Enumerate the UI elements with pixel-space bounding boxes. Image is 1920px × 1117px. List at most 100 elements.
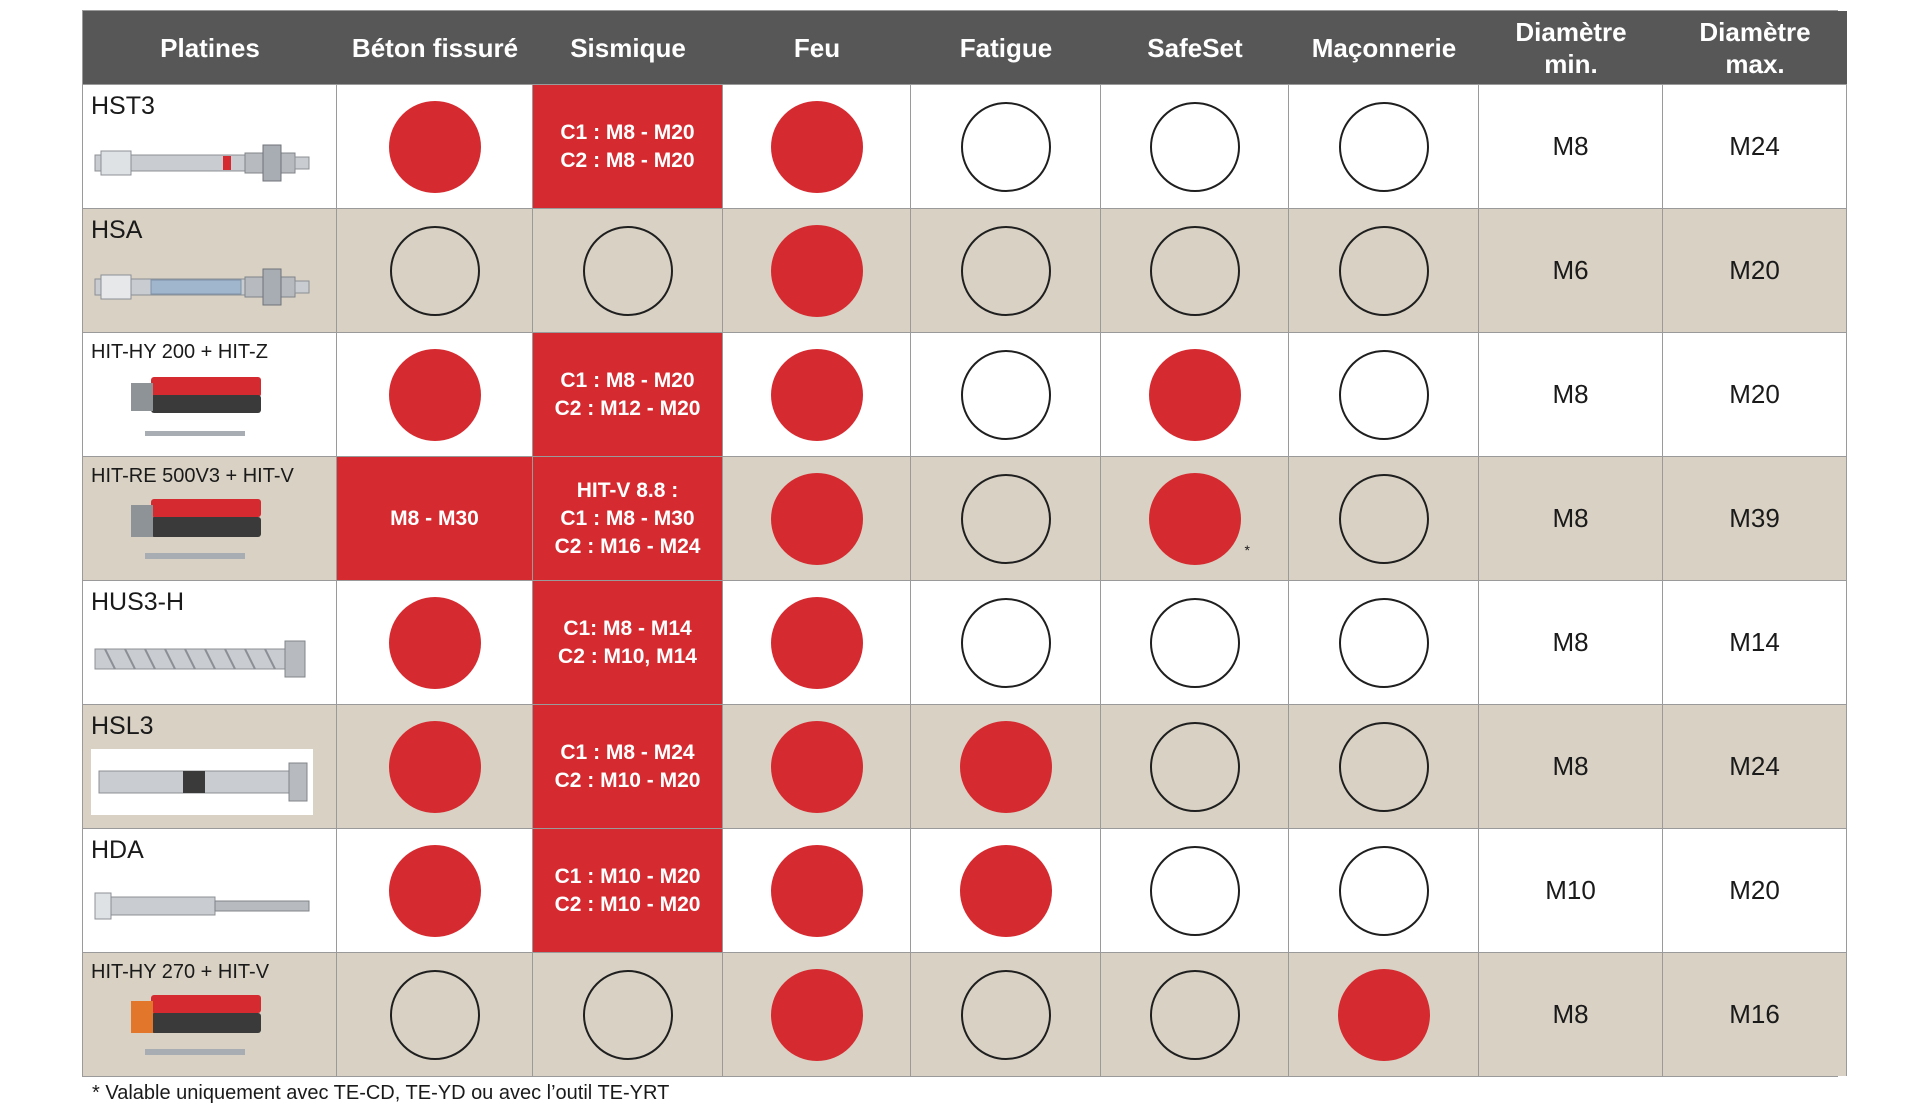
diametre-max-value: M20	[1729, 379, 1780, 409]
diametre-max-value: M20	[1729, 875, 1780, 905]
sismique-value: C1 : M8 - M24 C2 : M10 - M20	[554, 740, 701, 792]
sismique-value: HIT-V 8.8 : C1 : M8 - M30 C2 : M16 - M24	[554, 478, 701, 558]
filled-circle-icon	[388, 596, 481, 689]
empty-circle-icon	[582, 969, 673, 1060]
empty-circle-icon	[1338, 721, 1429, 812]
empty-circle-icon	[1149, 969, 1240, 1060]
empty-circle-icon	[960, 969, 1051, 1060]
table-row: HSL3	[83, 704, 337, 828]
diametre-max-value: M24	[1729, 131, 1780, 161]
filled-circle-icon	[1148, 472, 1241, 565]
empty-circle-icon	[1149, 101, 1240, 192]
sismique-value: C1 : M10 - M20 C2 : M10 - M20	[554, 864, 701, 916]
diametre-min-value: M10	[1545, 875, 1596, 905]
filled-circle-icon	[388, 348, 481, 441]
footnote-marker: *	[1244, 542, 1250, 558]
filled-circle-icon	[388, 720, 481, 813]
diametre-min-value: M8	[1552, 379, 1589, 409]
header-diametre-min: Diamètre min.	[1479, 11, 1663, 84]
header-safeset: SafeSet	[1101, 11, 1289, 84]
adhesive-cartridge-image	[131, 499, 261, 559]
filled-circle-icon	[770, 100, 863, 193]
filled-circle-icon	[770, 596, 863, 689]
empty-circle-icon	[1338, 597, 1429, 688]
empty-circle-icon	[960, 349, 1051, 440]
filled-circle-icon	[959, 844, 1052, 937]
empty-circle-icon	[1149, 225, 1240, 316]
table-row: HSA	[83, 208, 337, 332]
diametre-min-value: M8	[1552, 751, 1589, 781]
header-feu: Feu	[723, 11, 911, 84]
diametre-min-value: M6	[1552, 255, 1589, 285]
empty-circle-icon	[1338, 225, 1429, 316]
empty-circle-icon	[1149, 721, 1240, 812]
diametre-max-value: M39	[1729, 503, 1780, 533]
filled-circle-icon	[388, 844, 481, 937]
header-maconnerie: Maçonnerie	[1289, 11, 1479, 84]
filled-circle-icon	[1148, 348, 1241, 441]
filled-circle-icon	[770, 472, 863, 565]
empty-circle-icon	[960, 597, 1051, 688]
diametre-max-value: M16	[1729, 999, 1780, 1029]
product-name: HIT-RE 500V3 + HIT-V	[91, 465, 294, 487]
diametre-min-value: M8	[1552, 999, 1589, 1029]
empty-circle-icon	[582, 225, 673, 316]
empty-circle-icon	[389, 969, 480, 1060]
stud-anchor-image	[94, 144, 310, 182]
product-name: HST3	[91, 92, 155, 120]
product-name: HSA	[91, 216, 143, 244]
product-name: HIT-HY 200 + HIT-Z	[91, 341, 268, 363]
diametre-max-value: M24	[1729, 751, 1780, 781]
empty-circle-icon	[960, 101, 1051, 192]
filled-circle-icon	[388, 100, 481, 193]
filled-circle-icon	[770, 844, 863, 937]
sismique-value: C1 : M8 - M20 C2 : M8 - M20	[560, 120, 695, 172]
empty-circle-icon	[1149, 845, 1240, 936]
empty-circle-icon	[1338, 473, 1429, 564]
table-row: HST3	[83, 84, 337, 208]
header-platines: Platines	[83, 11, 337, 84]
diametre-min-value: M8	[1552, 627, 1589, 657]
filled-circle-icon	[770, 224, 863, 317]
empty-circle-icon	[1149, 597, 1240, 688]
undercut-anchor-image	[94, 892, 310, 920]
product-name: HDA	[91, 836, 144, 864]
empty-circle-icon	[389, 225, 480, 316]
empty-circle-icon	[1338, 845, 1429, 936]
filled-circle-icon	[959, 720, 1052, 813]
table-row: HIT-RE 500V3 + HIT-V	[83, 456, 337, 580]
sismique-value: C1 : M8 - M20 C2 : M12 - M20	[554, 368, 701, 420]
empty-circle-icon	[960, 225, 1051, 316]
filled-circle-icon	[770, 968, 863, 1061]
screw-anchor-image	[94, 640, 306, 678]
filled-circle-icon	[770, 720, 863, 813]
beton-fissure-value: M8 - M30	[390, 506, 479, 530]
product-name: HSL3	[91, 712, 154, 740]
table-row: HUS3-H	[83, 580, 337, 704]
empty-circle-icon	[960, 473, 1051, 564]
table-row: HIT-HY 270 + HIT-V	[83, 952, 337, 1076]
diametre-max-value: M14	[1729, 627, 1780, 657]
header-fatigue: Fatigue	[911, 11, 1101, 84]
header-diametre-max: Diamètre max.	[1663, 11, 1847, 84]
filled-circle-icon	[1337, 968, 1430, 1061]
filled-circle-icon	[770, 348, 863, 441]
product-name: HIT-HY 270 + HIT-V	[91, 961, 270, 983]
header-sismique: Sismique	[533, 11, 723, 84]
adhesive-cartridge-image	[131, 995, 261, 1055]
table-row: HIT-HY 200 + HIT-Z	[83, 332, 337, 456]
product-comparison-table: Platines Béton fissuré Sismique Feu Fati…	[82, 10, 1847, 1077]
diametre-min-value: M8	[1552, 131, 1589, 161]
adhesive-cartridge-image	[131, 377, 261, 436]
table-row: HDA	[83, 828, 337, 952]
sismique-value: C1: M8 - M14 C2 : M10, M14	[558, 616, 697, 668]
stud-anchor-image	[94, 268, 310, 306]
product-name: HUS3-H	[91, 588, 185, 616]
footnote: * Valable uniquement avec TE-CD, TE-YD o…	[92, 1082, 670, 1104]
header-beton-fissure: Béton fissuré	[337, 11, 533, 84]
empty-circle-icon	[1338, 349, 1429, 440]
empty-circle-icon	[1338, 101, 1429, 192]
sleeve-anchor-image	[91, 749, 313, 815]
diametre-min-value: M8	[1552, 503, 1589, 533]
diametre-max-value: M20	[1729, 255, 1780, 285]
